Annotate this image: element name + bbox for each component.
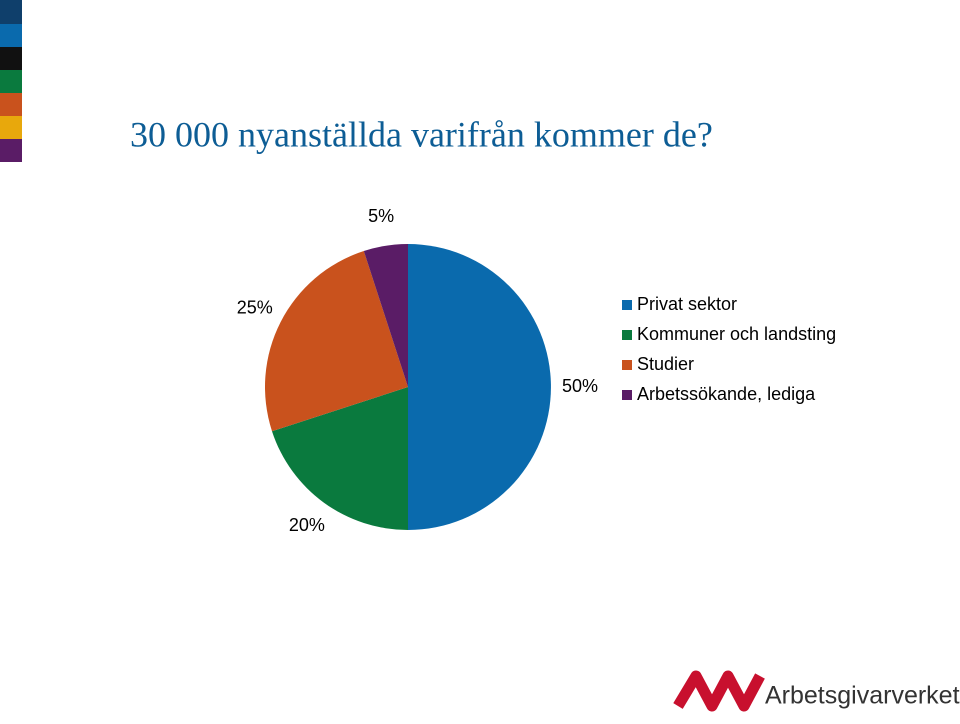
pie-slice [363, 244, 408, 387]
chart-title: 30 000 nyanställda varifrån kommer de? [130, 114, 713, 154]
legend-label: Privat sektor [637, 294, 737, 314]
legend-label: Arbetssökande, lediga [637, 384, 816, 404]
pie-slice [265, 250, 408, 432]
data-label: 20% [289, 515, 325, 535]
legend-swatch [622, 300, 632, 310]
pie-slice [271, 387, 408, 530]
legend-swatch [622, 330, 632, 340]
legend-label: Kommuner och landsting [637, 324, 836, 344]
side-stripes [0, 0, 22, 162]
logo: Arbetsgivarverket [673, 670, 960, 712]
logo-text: Arbetsgivarverket [765, 682, 960, 710]
legend-swatch [622, 360, 632, 370]
pie-slice [408, 244, 551, 530]
legend-label: Studier [637, 354, 694, 374]
legend-swatch [622, 390, 632, 400]
data-label: 25% [237, 298, 273, 318]
data-label: 5% [368, 206, 394, 226]
data-label: 50% [562, 376, 598, 396]
